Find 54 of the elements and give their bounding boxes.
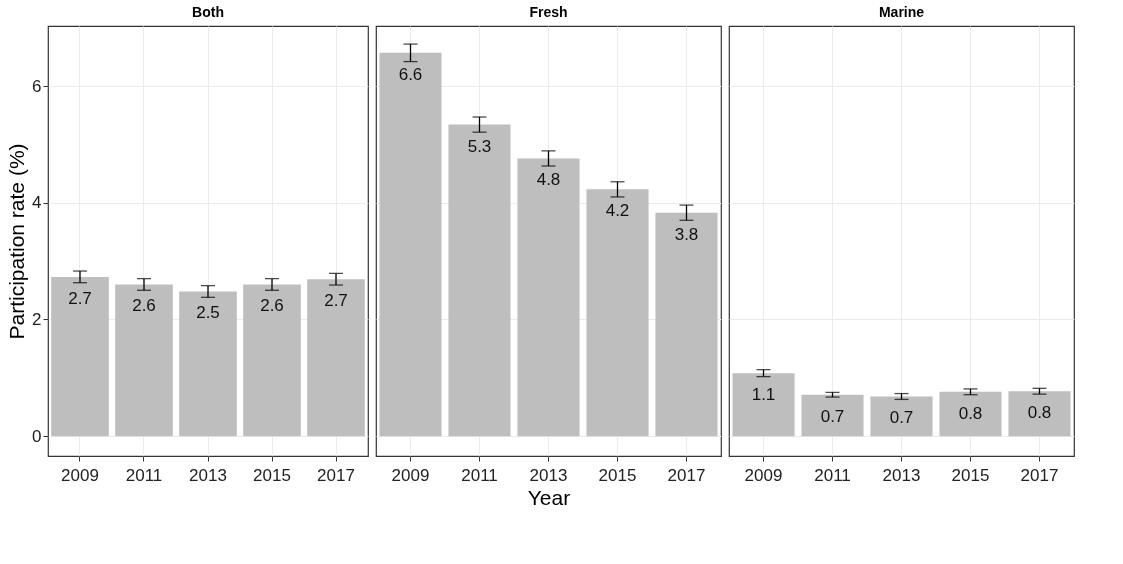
data-label: 0.8 xyxy=(958,403,983,423)
x-tick-label: 2009 xyxy=(61,465,99,485)
data-label: 4.8 xyxy=(536,170,561,190)
data-label: 2.6 xyxy=(132,296,156,316)
bar xyxy=(586,189,649,437)
chart-title: Marine xyxy=(878,4,925,20)
x-tick-label: 2009 xyxy=(391,465,430,485)
y-tick-label: 2 xyxy=(32,309,42,329)
x-tick-label: 2011 xyxy=(461,465,498,485)
bar xyxy=(51,276,109,437)
bar xyxy=(307,279,365,437)
data-label: 3.8 xyxy=(674,224,699,244)
x-tick-label: 2015 xyxy=(951,465,990,485)
x-tick-label: 2017 xyxy=(317,465,355,485)
bar xyxy=(870,396,933,437)
bar xyxy=(939,391,1002,437)
bar xyxy=(448,124,511,437)
bar xyxy=(115,284,173,437)
x-tick-label: 2011 xyxy=(125,465,163,485)
data-label: 2.6 xyxy=(260,296,284,316)
bar xyxy=(243,284,301,437)
bar xyxy=(801,394,864,437)
data-label: 5.3 xyxy=(467,136,492,156)
x-tick-label: 2015 xyxy=(253,465,291,485)
data-label: 2.7 xyxy=(324,291,348,311)
y-axis-title: Participation rate (%) xyxy=(5,143,29,340)
data-label: 4.2 xyxy=(605,201,630,221)
x-tick-label: 2013 xyxy=(189,465,227,485)
data-label: 0.8 xyxy=(1027,403,1052,423)
chart-title: Both xyxy=(192,4,224,20)
data-label: 1.1 xyxy=(751,385,776,405)
chart-title: Fresh xyxy=(529,4,568,20)
y-tick-label: 4 xyxy=(32,193,42,213)
bar xyxy=(517,158,580,437)
y-tick-label: 0 xyxy=(32,426,42,446)
x-tick-label: 2009 xyxy=(744,465,783,485)
bar xyxy=(1008,391,1071,437)
data-label: 2.7 xyxy=(68,288,92,308)
bar xyxy=(732,373,795,437)
data-label: 6.6 xyxy=(398,64,423,84)
x-tick-label: 2015 xyxy=(598,465,637,485)
x-tick-label: 2017 xyxy=(667,465,706,485)
x-tick-label: 2013 xyxy=(529,465,568,485)
bar xyxy=(179,291,237,437)
bar xyxy=(379,52,442,437)
x-tick-label: 2011 xyxy=(814,465,851,485)
x-tick-label: 2013 xyxy=(882,465,921,485)
x-axis-title: Year xyxy=(527,485,571,509)
y-tick-label: 6 xyxy=(32,76,42,96)
data-label: 0.7 xyxy=(820,406,845,426)
bar xyxy=(655,212,718,437)
x-tick-label: 2017 xyxy=(1020,465,1059,485)
data-label: 0.7 xyxy=(889,408,914,428)
data-label: 2.5 xyxy=(196,303,220,323)
